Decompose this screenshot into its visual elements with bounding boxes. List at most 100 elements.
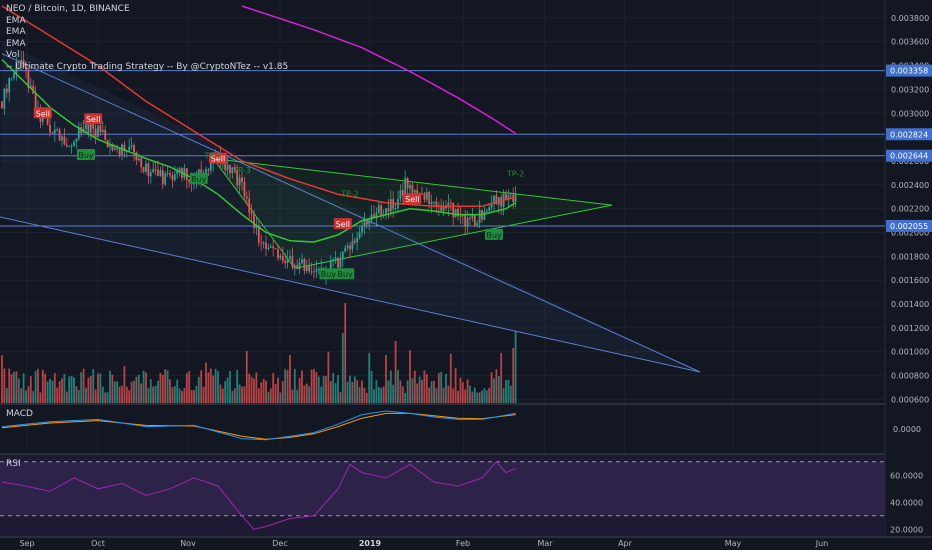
candle-body-58 — [140, 158, 143, 168]
price-tick-7: 0.002400 — [891, 181, 929, 190]
candle-body-123 — [296, 265, 299, 270]
candle-body-56 — [135, 152, 138, 160]
volume-bar-89 — [214, 368, 217, 403]
volume-bar-153 — [368, 353, 371, 403]
candle-body-101 — [243, 181, 246, 197]
volume-bar-142 — [341, 333, 344, 403]
volume-bar-84 — [202, 386, 205, 403]
candle-body-137 — [329, 259, 332, 272]
symbol-title[interactable]: NEO / Bitcoin, 1D, BINANCE — [6, 4, 130, 14]
candle-body-55 — [133, 145, 135, 153]
legend-ema-2[interactable]: EMA — [6, 27, 26, 37]
candle-body-19 — [46, 117, 49, 125]
sell-signal-0: Sell — [33, 107, 52, 119]
sell-signal-3: Sell — [209, 152, 227, 164]
buy-signal-label-7: Buy — [338, 270, 354, 279]
volume-bar-149 — [358, 387, 361, 403]
volume-bar-135 — [325, 376, 327, 403]
candle-body-141 — [339, 258, 342, 268]
volume-bar-82 — [197, 376, 200, 403]
candle-body-95 — [229, 165, 231, 174]
rsi-pane-label[interactable]: RSI — [6, 459, 21, 469]
buy-signal-9: Buy — [485, 228, 503, 240]
price-tick-0: 0.003800 — [891, 14, 929, 23]
volume-bar-31 — [75, 386, 78, 403]
candle-body-77 — [185, 168, 188, 180]
level-tag-bg-1 — [886, 128, 932, 141]
time-tick-9: Jun — [815, 539, 829, 548]
volume-bar-183 — [440, 371, 443, 403]
volume-bar-206 — [495, 369, 498, 403]
candle-body-149 — [358, 232, 361, 238]
time-tick-2: Nov — [180, 539, 196, 548]
volume-bar-188 — [452, 388, 455, 403]
candle-body-59 — [142, 167, 145, 172]
price-tick-9: 0.002000 — [891, 229, 929, 238]
volume-bar-16 — [39, 392, 42, 403]
candle-body-170 — [409, 185, 411, 189]
volume-bar-80 — [193, 389, 195, 403]
volume-bar-28 — [68, 376, 71, 403]
buy-signal-2: Buy — [77, 149, 95, 160]
volume-bar-198 — [476, 392, 479, 403]
candle-body-43 — [104, 129, 107, 140]
volume-bar-190 — [457, 390, 459, 403]
time-tick-3: Dec — [272, 539, 287, 548]
candle-body-111 — [267, 247, 270, 249]
volume-bar-195 — [469, 385, 471, 403]
volume-bar-201 — [483, 388, 486, 403]
sell-signal-box-5 — [333, 218, 352, 230]
volume-bar-133 — [320, 386, 323, 403]
volume-bar-66 — [159, 372, 162, 403]
candle-body-143 — [344, 247, 347, 252]
candle-body-70 — [169, 173, 171, 176]
price-tick-4: 0.003000 — [891, 109, 929, 118]
legend-ema-3[interactable]: EMA — [6, 38, 26, 49]
candle-body-53 — [128, 146, 131, 151]
volume-bar-46 — [111, 374, 114, 403]
volume-bar-184 — [442, 387, 445, 403]
buy-signal-box-4 — [189, 172, 208, 184]
candle-body-96 — [231, 167, 234, 174]
candle-body-164 — [394, 207, 397, 209]
legend-ema-1[interactable]: EMA — [6, 15, 26, 26]
buy-signal-box-9 — [485, 228, 503, 240]
candle-body-94 — [226, 165, 229, 170]
volume-bar-113 — [272, 372, 275, 403]
buy-signal-box-6 — [319, 268, 338, 280]
price-tick-11: 0.001600 — [891, 276, 929, 285]
sell-signal-8: Sell — [403, 193, 422, 205]
candle-body-175 — [421, 193, 423, 195]
candle-body-87 — [209, 162, 212, 171]
volume-bar-26 — [63, 374, 66, 403]
candle-body-105 — [253, 214, 255, 229]
sell-signal-box-0 — [33, 107, 52, 119]
candle-body-153 — [368, 220, 371, 225]
volume-bar-171 — [411, 378, 414, 403]
volume-bar-54 — [130, 381, 133, 403]
volume-bar-140 — [337, 375, 339, 403]
candle-body-185 — [445, 206, 447, 208]
candle-body-41 — [99, 125, 102, 133]
candle-body-11 — [27, 69, 30, 88]
candle-body-195 — [469, 218, 471, 220]
candle-body-85 — [205, 169, 207, 176]
candle-body-203 — [488, 207, 491, 211]
macd-pane-label[interactable]: MACD — [6, 409, 33, 419]
legend-volume[interactable]: Vol — [6, 50, 20, 60]
candle-body-160 — [385, 208, 387, 216]
volume-bar-1 — [3, 368, 6, 403]
volume-bar-212 — [509, 385, 512, 403]
volume-bar-185 — [445, 373, 447, 403]
candle-body-202 — [485, 210, 488, 212]
volume-bar-136 — [327, 351, 330, 403]
candle-body-2 — [5, 88, 8, 93]
volume-bar-148 — [356, 380, 359, 403]
candle-body-100 — [241, 177, 243, 182]
volume-bar-203 — [488, 387, 491, 403]
level-tag-bg-0 — [886, 64, 932, 77]
candle-body-102 — [245, 196, 248, 199]
candle-body-31 — [75, 138, 78, 142]
legend-strategy[interactable]: -- Ultimate Crypto Trading Strategy -- B… — [6, 61, 289, 72]
